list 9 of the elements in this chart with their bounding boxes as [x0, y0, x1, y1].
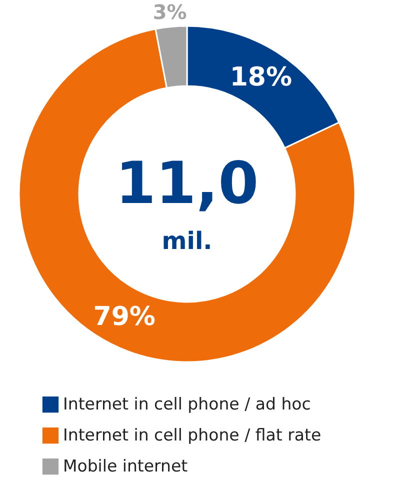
- donut-slice: [18, 28, 356, 363]
- legend-label: Internet in cell phone / ad hoc: [63, 394, 311, 414]
- text: 11,0: [115, 149, 259, 217]
- legend-label: Internet in cell phone / flat rate: [63, 426, 322, 444]
- data-label: 18%: [230, 62, 292, 92]
- text: mil.: [162, 227, 212, 255]
- data-label: 79%: [93, 302, 156, 332]
- data-label: 3%: [152, 0, 187, 24]
- legend-label: Mobile internet: [63, 456, 188, 476]
